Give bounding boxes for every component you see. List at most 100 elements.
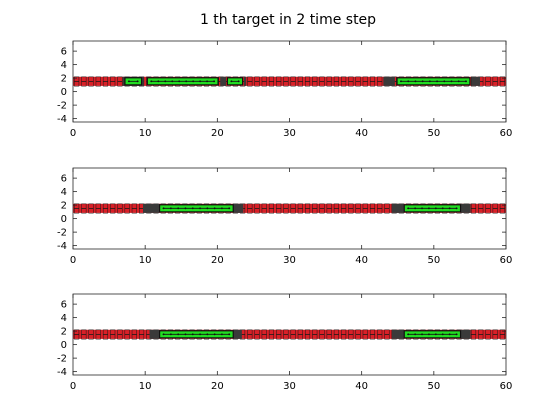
lane-cell — [355, 334, 361, 340]
target-point — [213, 207, 216, 210]
x-tick-label: 10 — [139, 128, 152, 139]
lane-cell — [110, 208, 116, 214]
target-point — [455, 207, 458, 210]
lane-cell — [492, 81, 498, 87]
y-tick-label: 6 — [61, 300, 67, 311]
lane-cell — [369, 334, 376, 340]
lane-cell — [369, 81, 376, 87]
target-point — [448, 333, 451, 336]
lane-cell — [333, 81, 339, 87]
y-tick-label: 6 — [61, 174, 67, 185]
lane-cell — [304, 81, 311, 87]
target-3 — [226, 77, 244, 86]
lane-cell — [297, 334, 303, 340]
target-point — [228, 207, 231, 210]
dark-segment-2 — [233, 203, 244, 213]
lane-cell — [102, 334, 109, 340]
target-point — [185, 80, 188, 83]
lane-cell — [254, 334, 260, 340]
lane-cell — [283, 81, 289, 87]
dark-segment-4 — [460, 329, 471, 339]
y-tick-label: -4 — [57, 241, 67, 252]
target-point — [213, 333, 216, 336]
lane-cell — [499, 208, 505, 214]
y-tick-label: 4 — [61, 313, 67, 324]
lane-cell — [297, 81, 303, 87]
lane-cell — [254, 81, 260, 87]
target-point — [206, 333, 209, 336]
target-point — [177, 333, 180, 336]
lane-cell — [485, 208, 491, 214]
target-1 — [159, 204, 234, 213]
lane-cell — [492, 334, 498, 340]
lane-cell — [74, 208, 80, 214]
y-tick-label: 4 — [61, 187, 67, 198]
lane-cell — [88, 208, 94, 214]
lane-cell — [312, 334, 318, 340]
lane-cell — [492, 208, 498, 214]
target-point — [221, 333, 223, 336]
target-1 — [124, 77, 143, 86]
dark-segment-4 — [383, 76, 395, 86]
y-tick-label: 2 — [61, 74, 67, 85]
dark-segment-5 — [471, 76, 481, 86]
lane-cell — [117, 334, 123, 340]
lane-cell — [283, 334, 289, 340]
target-point — [128, 80, 130, 83]
lane-cell — [470, 208, 477, 214]
figure-title: 1 th target in 2 time step — [200, 12, 376, 28]
x-tick-label: 20 — [211, 128, 224, 139]
lane-cell — [377, 208, 383, 214]
lane-strip — [73, 76, 506, 86]
lane-cell — [268, 81, 275, 87]
target-point — [414, 80, 417, 83]
target-point — [206, 207, 209, 210]
lane-cell — [88, 81, 94, 87]
x-tick-label: 50 — [427, 381, 440, 392]
target-point — [441, 207, 444, 210]
lane-cell — [102, 81, 109, 87]
lane-cell — [74, 334, 80, 340]
target-point — [448, 207, 451, 210]
target-point — [162, 333, 165, 336]
x-tick-label: 10 — [139, 255, 152, 266]
target-2 — [146, 77, 219, 86]
lane-cell — [348, 81, 354, 87]
target-point — [164, 80, 167, 83]
y-tick-label: 0 — [61, 340, 67, 351]
lane-cell — [362, 81, 368, 87]
axes-panel-1: 0 10 20 30 40 50 60 -4 -2 0 2 4 6 — [57, 40, 512, 139]
target-point — [199, 207, 201, 210]
lane-cell — [139, 334, 145, 340]
y-tick-label: -4 — [57, 114, 67, 125]
lane-cell — [355, 81, 361, 87]
target-point — [221, 207, 223, 210]
y-tick-label: 0 — [61, 87, 67, 98]
lane-cell — [384, 334, 390, 340]
x-tick-label: 60 — [500, 255, 513, 266]
target-point — [199, 80, 202, 83]
lane-cell — [312, 208, 318, 214]
lane-cell — [81, 208, 87, 214]
lane-cell — [290, 208, 296, 214]
lane-cell — [102, 208, 109, 214]
lane-cell — [362, 334, 368, 340]
lane-cell — [261, 81, 267, 87]
lane-cell — [276, 334, 282, 340]
lane-cell — [319, 208, 325, 214]
lane-cell — [341, 334, 347, 340]
target-point — [455, 333, 458, 336]
target-point — [400, 80, 402, 83]
x-tick-label: 40 — [355, 255, 368, 266]
lane-cell — [499, 334, 505, 340]
lane-cell — [478, 208, 484, 214]
y-tick-label: -2 — [57, 228, 67, 239]
lane-cell — [499, 81, 505, 87]
target-point — [457, 80, 460, 83]
target-point — [428, 80, 431, 83]
lane-cell — [74, 81, 80, 87]
lane-cell — [348, 208, 354, 214]
target-point — [421, 207, 423, 210]
target-point — [169, 333, 172, 336]
target-point — [206, 80, 208, 83]
